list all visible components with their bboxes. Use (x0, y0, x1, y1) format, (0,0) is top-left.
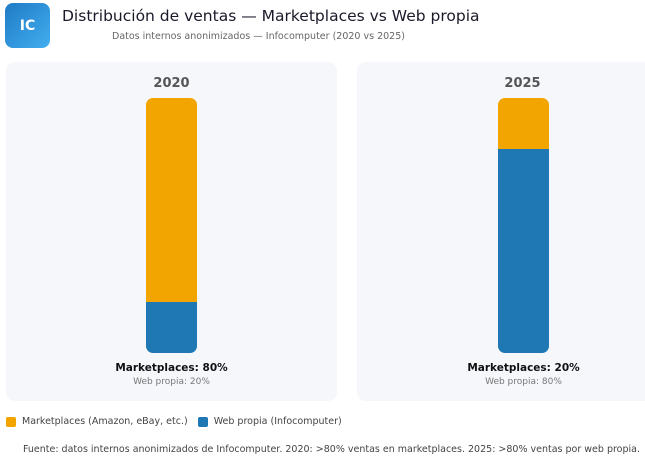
year-label: 2025 (504, 76, 541, 91)
logo: IC (5, 3, 50, 48)
page-title: Distribución de ventas — Marketplaces vs… (62, 7, 480, 25)
chart-card-2020: 2020 Marketplaces: 80% Web propia: 20% (6, 62, 337, 401)
marketplaces-label: Marketplaces: 80% (115, 362, 228, 374)
footer-source: Fuente: datos internos anonimizados de I… (22, 444, 640, 455)
bar-segment-marketplaces-2025 (498, 98, 549, 149)
bar-segment-web-2020 (146, 302, 197, 353)
marketplaces-label: Marketplaces: 20% (467, 362, 580, 374)
page-subtitle: Datos internos anonimizados — Infocomput… (112, 31, 405, 42)
legend-swatch (197, 416, 208, 427)
legend-label: Marketplaces (Amazon, eBay, etc.) (22, 416, 188, 427)
web-label: Web propia: 80% (485, 377, 562, 387)
chart-card-2025: 2025 Marketplaces: 20% Web propia: 80% (357, 62, 645, 401)
legend-swatch (6, 416, 16, 427)
logo-text: IC (19, 17, 36, 34)
legend-item-marketplaces: Marketplaces (Amazon, eBay, etc.) (6, 416, 188, 427)
bar-segment-web-2025 (498, 149, 549, 353)
legend-item-web: Web propia (Infocomputer) (197, 416, 342, 427)
legend-label: Web propia (Infocomputer) (213, 416, 342, 427)
stacked-bar-2025 (498, 98, 549, 353)
stacked-bar-2020 (146, 98, 197, 353)
bar-segment-marketplaces-2020 (146, 98, 197, 302)
legend: Marketplaces (Amazon, eBay, etc.) Web pr… (6, 416, 352, 427)
web-label: Web propia: 20% (133, 377, 210, 387)
year-label: 2020 (153, 76, 190, 91)
